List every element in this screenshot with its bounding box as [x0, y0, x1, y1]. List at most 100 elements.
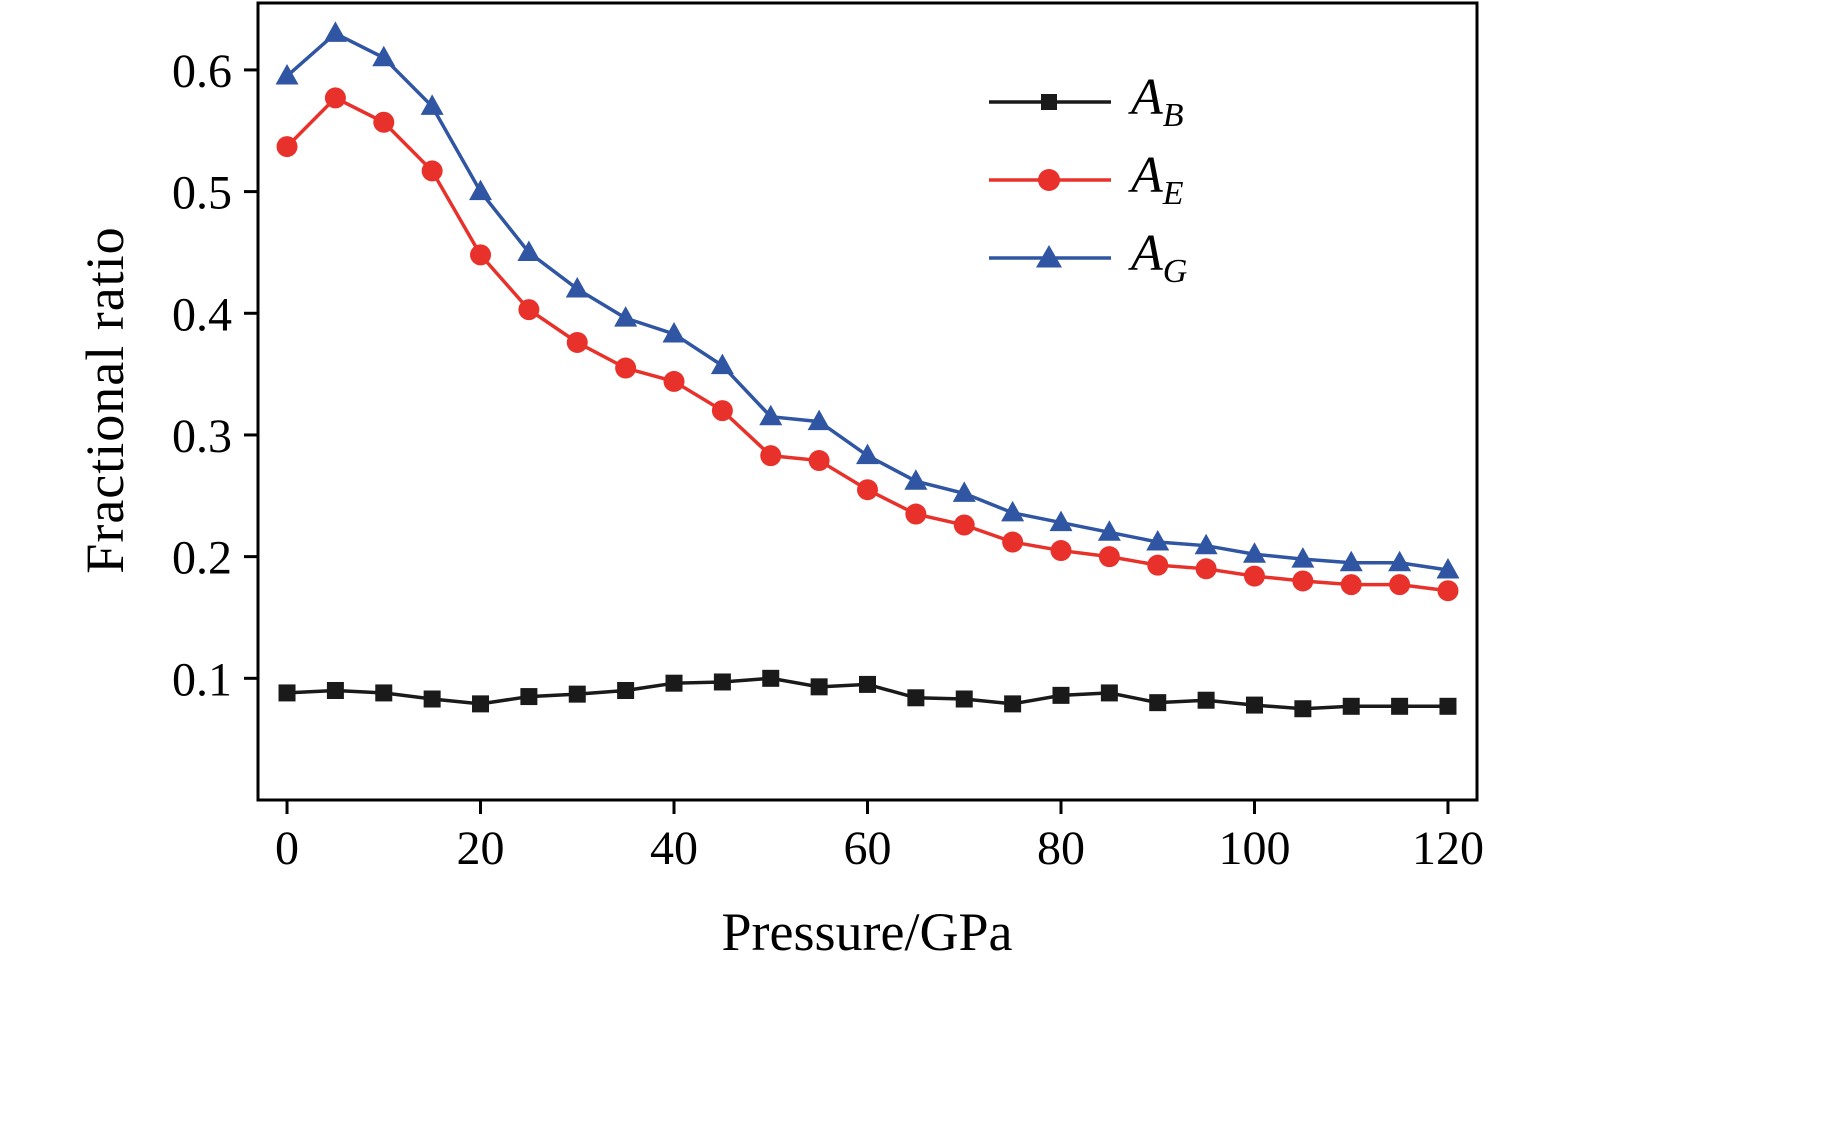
y-tick-label: 0.1	[172, 653, 232, 706]
x-tick-label: 40	[650, 822, 698, 875]
data-point-triangle	[323, 21, 347, 42]
data-point-circle	[421, 160, 443, 182]
data-point-triangle	[904, 469, 928, 490]
y-tick-label: 0.3	[172, 410, 232, 463]
x-tick-label: 80	[1037, 822, 1085, 875]
data-point-square	[955, 690, 973, 708]
data-point-circle	[808, 450, 830, 472]
legend-triangle-marker-icon	[989, 245, 1111, 268]
data-point-circle	[857, 479, 878, 501]
data-point-circle	[1002, 531, 1024, 553]
data-point-square	[762, 669, 780, 687]
legend-circle-marker-icon	[989, 169, 1111, 191]
data-point-square	[1052, 686, 1070, 704]
data-point-triangle	[710, 353, 734, 375]
data-point-circle	[905, 503, 927, 525]
data-point-square	[810, 678, 828, 696]
data-point-triangle	[1146, 530, 1170, 551]
data-point-circle	[760, 445, 782, 467]
x-tick-label: 20	[457, 822, 505, 875]
data-point-circle	[1050, 540, 1072, 562]
data-point-circle	[1292, 570, 1314, 592]
data-point-triangle	[952, 481, 976, 502]
series-line-A_E	[285, 95, 1449, 593]
data-point-square	[1245, 696, 1263, 714]
y-tick-label: 0.5	[172, 167, 232, 220]
y-tick-label: 0.2	[172, 532, 232, 585]
data-point-square	[1439, 697, 1457, 715]
legend-label-ae: AE	[1131, 146, 1184, 212]
data-point-circle	[1195, 558, 1217, 580]
data-point-square	[1391, 697, 1409, 715]
y-tick-label: 0.6	[172, 45, 232, 98]
data-point-square	[1342, 697, 1360, 715]
legend-item-ab: AB	[985, 70, 1187, 134]
data-point-triangle	[1388, 550, 1412, 572]
x-tick-label: 60	[844, 822, 892, 875]
legend-square-marker-icon	[989, 94, 1111, 110]
data-point-triangle	[1242, 542, 1266, 563]
data-point-triangle	[420, 94, 444, 115]
series-markers-A_E	[276, 87, 1459, 602]
legend-label-ab: AB	[1131, 68, 1184, 134]
data-point-triangle	[372, 45, 396, 67]
data-point-square	[375, 684, 393, 702]
data-point-triangle	[856, 443, 879, 465]
data-point-square	[859, 675, 876, 693]
data-point-square	[520, 688, 538, 706]
data-point-triangle	[1291, 547, 1315, 568]
data-point-circle	[566, 331, 588, 353]
data-point-square	[1149, 694, 1167, 712]
data-point-square	[1197, 691, 1215, 709]
data-point-triangle	[759, 404, 783, 426]
data-point-triangle	[1339, 550, 1363, 572]
data-point-circle	[518, 299, 540, 321]
data-point-square	[617, 681, 635, 699]
x-tick-label: 100	[1218, 822, 1290, 875]
x-tick-label: 0	[275, 822, 299, 875]
data-point-circle	[1389, 574, 1411, 596]
data-point-circle	[276, 136, 298, 158]
data-point-triangle	[1049, 510, 1073, 532]
x-axis-title: Pressure/GPa	[721, 902, 1013, 962]
legend-item-ae: AE	[985, 148, 1187, 212]
legend-label-ag: AG	[1131, 224, 1188, 290]
x-tick-label: 120	[1412, 822, 1484, 875]
data-point-triangle	[517, 240, 541, 261]
data-point-square	[713, 673, 731, 691]
data-point-circle	[615, 357, 637, 379]
legend-item-ag: AG	[985, 226, 1187, 290]
data-point-circle	[1437, 580, 1459, 602]
data-point-triangle	[662, 321, 686, 343]
data-point-square	[1100, 684, 1118, 702]
data-point-square	[665, 674, 683, 692]
data-point-triangle	[565, 276, 589, 298]
data-point-circle	[1147, 554, 1169, 576]
data-point-circle	[1243, 565, 1265, 587]
data-point-triangle	[469, 179, 493, 201]
legend: AB AE AG	[985, 70, 1187, 290]
data-point-square	[326, 681, 344, 699]
data-point-square	[568, 685, 586, 703]
data-point-triangle	[1097, 520, 1121, 541]
data-point-square	[907, 689, 925, 707]
data-point-triangle	[1194, 533, 1218, 555]
y-axis-title: Fractional ratio	[75, 226, 135, 574]
data-point-square	[278, 684, 296, 702]
data-point-square	[1004, 695, 1022, 713]
data-point-circle	[324, 87, 346, 109]
data-point-triangle	[1436, 558, 1460, 579]
data-point-square	[1294, 700, 1312, 718]
series-markers-A_G	[275, 21, 1460, 579]
series-markers-A_B	[278, 669, 1457, 718]
data-point-square	[472, 695, 490, 713]
data-point-circle	[1340, 574, 1362, 596]
data-point-circle	[711, 400, 733, 422]
data-point-triangle	[275, 64, 299, 85]
data-point-circle	[373, 111, 395, 133]
data-point-triangle	[614, 306, 638, 327]
data-point-circle	[953, 514, 975, 536]
data-point-triangle	[1001, 500, 1025, 522]
